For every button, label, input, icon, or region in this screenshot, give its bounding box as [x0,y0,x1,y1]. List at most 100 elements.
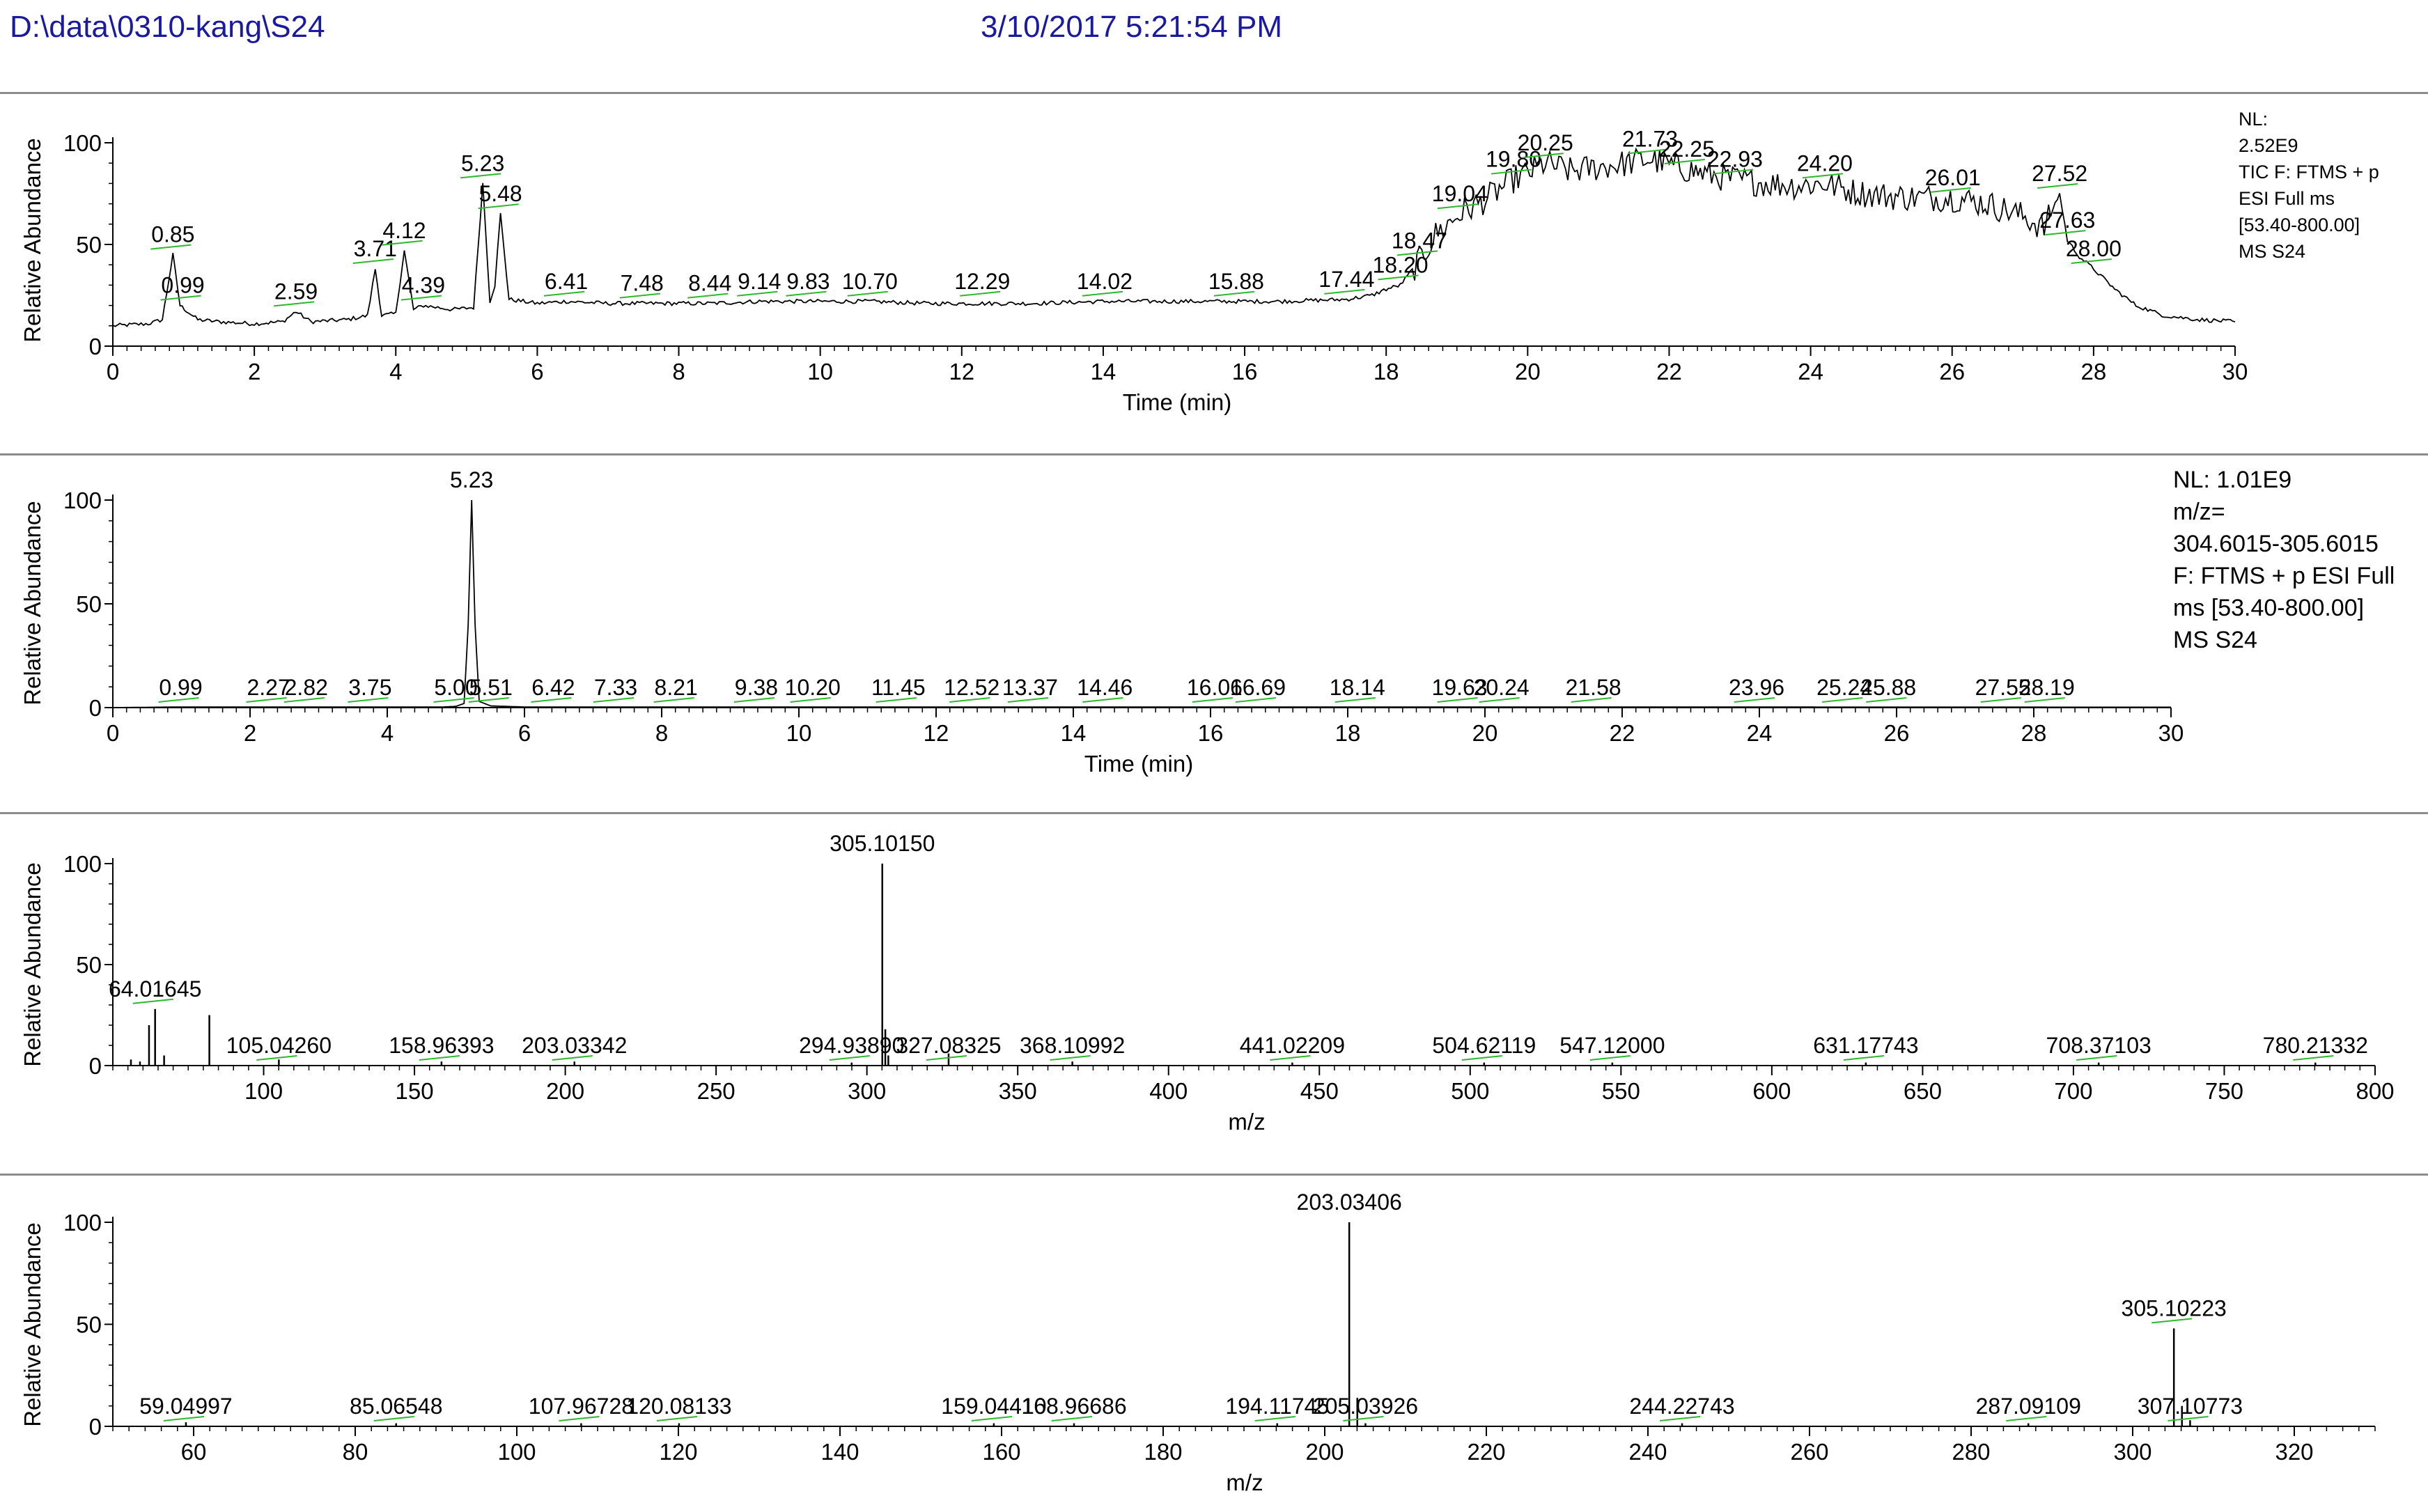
x-tick-label: 220 [1467,1439,1505,1465]
tic-info-block: NL: 2.52E9 TIC F: FTMS + p ESI Full ms [53.4… [2239,106,2379,265]
peak-label-connector [2293,1055,2334,1061]
x-tick-label: 10 [807,359,833,384]
x-tick-label: 8 [655,720,668,746]
peak-label: 7.48 [621,271,664,296]
info-line: NL: 1.01E9 [2173,467,2292,493]
peak-label: 244.22743 [1629,1394,1734,1419]
peak-label-connector [1627,148,1669,155]
info-line: ESI Full ms [2239,188,2335,209]
peak-label: 85.06548 [350,1394,442,1419]
x-tick-label: 18 [1373,359,1399,384]
peak-label-connector [1437,203,1478,210]
peak-label: 5.51 [469,675,513,700]
peak-label-connector [543,290,585,297]
peak-label: 15.88 [1208,269,1264,294]
info-line: F: FTMS + p ESI Full [2173,563,2395,589]
x-tick-label: 180 [1144,1439,1182,1465]
peak-label: 120.08133 [626,1394,731,1419]
peak-label-connector [552,1055,593,1061]
peak-label: 17.44 [1318,267,1374,292]
x-tick-label: 100 [244,1078,283,1104]
x-tick-label: 28 [2081,359,2107,384]
x-tick-label: 24 [1747,720,1773,746]
x-axis-label: Time (min) [1084,751,1193,777]
y-tick-label: 50 [76,591,102,617]
x-tick-label: 200 [546,1078,584,1104]
y-tick-label: 50 [76,952,102,978]
peak-label: 441.02209 [1240,1033,1345,1058]
peak-label: 5.48 [478,181,522,206]
peak-label: 2.27 [247,675,290,700]
peak-label: 203.03342 [522,1033,627,1058]
peak-label: 4.12 [382,218,426,243]
peak-label-connector [373,1416,414,1421]
peak-label-connector [1270,1055,1311,1061]
x-tick-label: 30 [2158,720,2184,746]
peak-label-connector [2024,697,2065,703]
panel-separator [0,453,2428,455]
peak-label: 305.10223 [2122,1295,2227,1320]
peak-label-connector [1437,697,1478,703]
peak-label: 24.20 [1797,150,1853,176]
info-line: ms [53.40-800.00] [2173,595,2365,621]
peak-label: 19.04 [1432,181,1488,206]
x-tick-label: 12 [924,720,949,746]
x-tick-label: 650 [1904,1078,1942,1104]
peak-label: 8.44 [688,271,731,296]
peak-label: 27.63 [2039,208,2095,233]
peak-label: 13.37 [1002,675,1058,700]
x-axis-label: Time (min) [1123,389,1231,415]
peak-label-connector [687,293,729,299]
peak-label: 4.39 [402,273,445,298]
peak-label-connector [2045,230,2086,236]
chromatogram-trace [112,147,2236,327]
x-tick-label: 6 [518,720,531,746]
peak-label-connector [1192,697,1234,703]
peak-label: 3.71 [354,236,397,261]
x-tick-label: 26 [1939,359,1965,384]
peak-label: 107.96728 [529,1394,634,1419]
peak-label: 18.47 [1392,228,1447,253]
info-line: 2.52E9 [2239,135,2298,156]
peak-label-connector [1523,153,1564,159]
peak-label-connector [926,1055,967,1061]
x-tick-label: 300 [2113,1439,2151,1465]
peak-label-connector [1822,697,1863,703]
peak-label: 12.29 [954,269,1010,294]
x-tick-label: 280 [1952,1439,1990,1465]
peak-label: 28.19 [2019,675,2075,700]
peak-label: 194.11745 [1225,1394,1329,1419]
y-tick-label: 100 [63,130,102,156]
peak-label-connector [1235,697,1277,703]
peak-label-connector [593,697,635,703]
y-tick-label: 100 [63,1210,102,1236]
x-tick-label: 800 [2356,1078,2394,1104]
x-tick-label: 18 [1335,720,1361,746]
peak-label: 0.99 [159,675,202,700]
x-tick-label: 320 [2275,1439,2313,1465]
peak-label: 307.10773 [2138,1394,2243,1419]
peak-label: 10.70 [842,269,898,294]
peak-label: 287.09109 [1976,1394,2081,1419]
peak-label: 5.23 [450,467,493,492]
peak-label-connector [971,1416,1013,1421]
peak-label: 9.14 [738,269,781,294]
peak-label: 14.02 [1077,269,1133,294]
peak-label: 203.03406 [1297,1190,1402,1215]
peak-label: 19.80 [1486,147,1541,172]
info-line: [53.40-800.00] [2239,215,2360,235]
x-tick-label: 12 [949,359,974,384]
peak-label: 22.93 [1707,147,1763,172]
peak-label: 28.00 [2066,236,2122,261]
x-axis-label: m/z [1228,1109,1265,1135]
peak-label-connector [1589,1055,1631,1061]
peak-label: 25.88 [1860,675,1916,700]
x-tick-label: 100 [497,1439,536,1465]
peak-label-connector [132,998,173,1004]
peak-label-connector [2071,258,2112,265]
peak-label: 26.01 [1925,165,1981,190]
peak-label: 158.96393 [389,1033,494,1058]
